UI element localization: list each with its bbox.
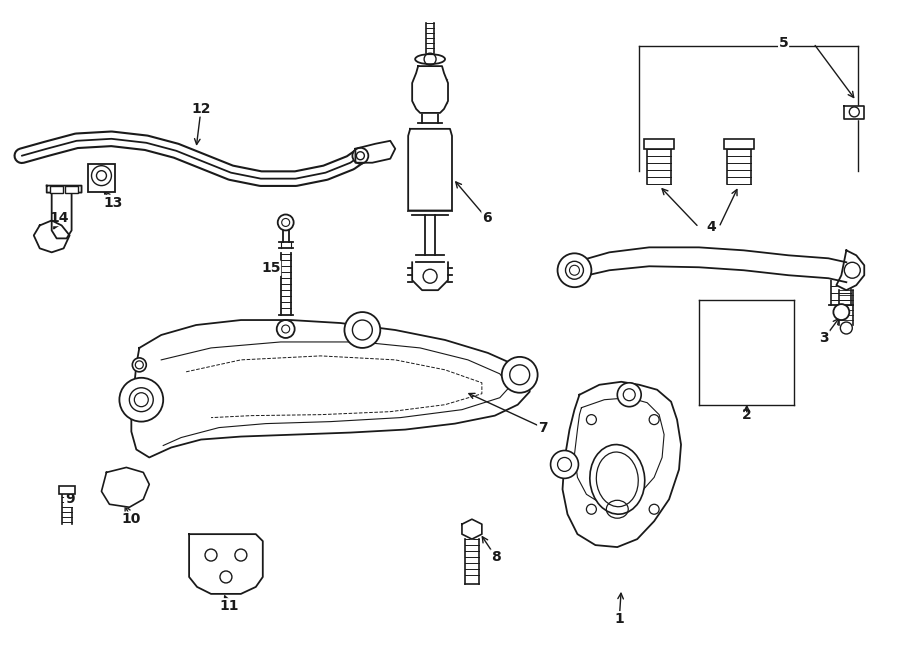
Polygon shape — [836, 251, 864, 290]
Circle shape — [557, 253, 591, 287]
Polygon shape — [412, 66, 448, 113]
Bar — [50, 186, 63, 192]
Circle shape — [235, 549, 247, 561]
Bar — [58, 486, 75, 494]
Circle shape — [345, 312, 381, 348]
Circle shape — [276, 320, 294, 338]
Circle shape — [205, 549, 217, 561]
Circle shape — [353, 148, 368, 164]
Text: 10: 10 — [122, 512, 141, 526]
Polygon shape — [34, 221, 69, 253]
Text: 13: 13 — [104, 196, 123, 210]
Polygon shape — [102, 467, 149, 507]
Bar — [65, 186, 77, 192]
Circle shape — [617, 383, 641, 407]
Ellipse shape — [415, 54, 445, 64]
Polygon shape — [47, 186, 82, 239]
Circle shape — [833, 304, 850, 320]
Bar — [644, 139, 674, 149]
Circle shape — [120, 378, 163, 422]
Circle shape — [587, 414, 597, 424]
Text: 9: 9 — [65, 492, 75, 506]
Circle shape — [587, 504, 597, 514]
Text: 14: 14 — [50, 212, 69, 225]
Bar — [87, 164, 115, 192]
Circle shape — [841, 322, 852, 334]
Circle shape — [551, 451, 579, 479]
Text: 1: 1 — [615, 612, 625, 626]
Polygon shape — [462, 519, 482, 539]
Circle shape — [649, 414, 659, 424]
Text: 15: 15 — [261, 261, 281, 275]
Polygon shape — [562, 382, 681, 547]
Bar — [724, 139, 753, 149]
Text: 4: 4 — [706, 220, 716, 235]
Text: 6: 6 — [482, 212, 491, 225]
Circle shape — [502, 357, 537, 393]
Circle shape — [132, 358, 147, 372]
Polygon shape — [189, 534, 263, 594]
Text: 3: 3 — [820, 331, 829, 345]
Text: 5: 5 — [778, 36, 788, 50]
Polygon shape — [844, 106, 864, 119]
Text: 2: 2 — [742, 408, 751, 422]
Circle shape — [844, 262, 860, 278]
Circle shape — [92, 166, 112, 186]
Polygon shape — [409, 129, 452, 210]
Circle shape — [649, 504, 659, 514]
Text: 11: 11 — [220, 599, 238, 613]
Polygon shape — [131, 320, 530, 457]
Circle shape — [220, 571, 232, 583]
Text: 7: 7 — [538, 420, 547, 434]
Text: 12: 12 — [192, 102, 211, 116]
Circle shape — [130, 388, 153, 412]
Ellipse shape — [590, 445, 644, 514]
Circle shape — [423, 269, 437, 283]
Text: 8: 8 — [491, 550, 500, 564]
Polygon shape — [356, 141, 395, 163]
Circle shape — [278, 214, 293, 231]
